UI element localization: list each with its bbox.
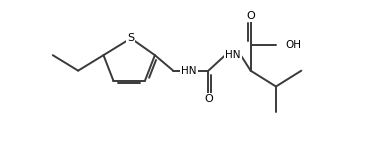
Text: S: S xyxy=(127,33,135,43)
Text: O: O xyxy=(204,94,213,104)
Text: HN: HN xyxy=(225,50,241,60)
Text: HN: HN xyxy=(181,66,197,76)
Text: O: O xyxy=(246,11,255,21)
Text: OH: OH xyxy=(286,40,302,50)
